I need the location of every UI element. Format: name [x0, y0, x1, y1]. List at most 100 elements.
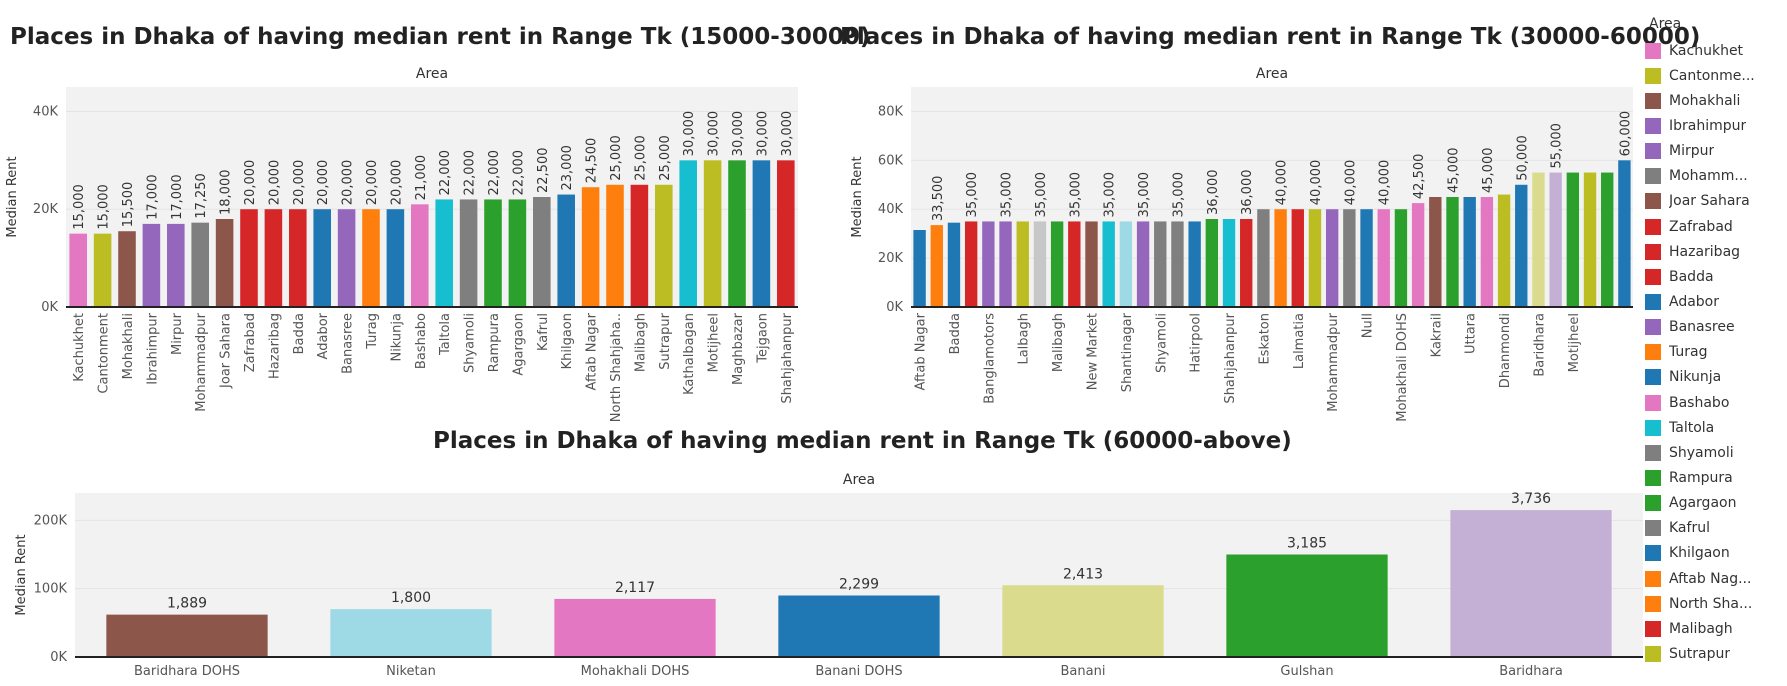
x-tick-label: Agargaon [511, 313, 526, 376]
bar [337, 209, 356, 307]
bar [964, 221, 978, 307]
bar [1102, 221, 1115, 307]
bar [1394, 209, 1408, 307]
legend-item[interactable]: Badda [1645, 264, 1787, 289]
bar [1411, 203, 1425, 307]
bar [1583, 172, 1597, 307]
data-label: 20,000 [365, 160, 380, 206]
legend-swatch [1645, 92, 1661, 109]
legend-label: Shyamoli [1669, 444, 1734, 461]
data-label: 30,000 [682, 111, 697, 157]
data-label: 25,000 [658, 135, 673, 181]
legend-item[interactable]: Bashabo [1645, 390, 1787, 415]
legend-item[interactable]: Mirpur [1645, 139, 1787, 164]
x-tick-label: Hazaribag [267, 313, 282, 379]
bar [752, 160, 771, 307]
legend-item[interactable]: Turag [1645, 340, 1787, 365]
legend-item[interactable]: Cantonme... [1645, 63, 1787, 88]
legend-item[interactable]: Taltola [1645, 415, 1787, 440]
x-tick-label: Null [1361, 313, 1376, 338]
x-tick-label: Nikunja [389, 313, 404, 362]
x-tick-label: Ibrahimpur [145, 312, 160, 384]
data-label: 60,000 [1618, 111, 1633, 157]
legend-label: Hazaribag [1669, 243, 1741, 260]
bar [508, 199, 527, 307]
legend-swatch [1645, 545, 1661, 562]
x-tick-label: Sutrapur [658, 312, 673, 369]
data-label: 33,500 [931, 176, 946, 222]
legend-item[interactable]: Shyamoli [1645, 440, 1787, 465]
legend-item[interactable]: Aftab Nag... [1645, 566, 1787, 591]
chart-2-title: Places in Dhaka of having median rent in… [840, 24, 1701, 50]
x-tick-label: Banasree [341, 313, 356, 374]
legend-label: Kachukhet [1669, 42, 1744, 59]
bar [142, 223, 161, 307]
x-tick-label: Bashabo [414, 313, 429, 369]
area-header: Area [1256, 66, 1288, 82]
legend-swatch [1645, 319, 1661, 336]
x-tick-label: Niketan [386, 664, 436, 679]
x-tick-label: Badda [292, 313, 307, 354]
bar [459, 199, 478, 307]
legend-item[interactable]: Khilgaon [1645, 541, 1787, 566]
data-label: 24,500 [585, 138, 600, 184]
bar [167, 223, 185, 307]
data-label: 2,117 [615, 580, 655, 596]
x-tick-label: Baridhara [1532, 313, 1547, 377]
bar [1429, 197, 1442, 307]
data-label: 22,500 [536, 148, 551, 194]
legend-label: Mirpur [1669, 143, 1715, 160]
legend-swatch [1645, 444, 1661, 461]
legend-label: Badda [1669, 268, 1714, 285]
x-tick-label: Eskaton [1257, 313, 1272, 365]
x-tick-label: Joar Sahara [219, 313, 234, 389]
legend-item[interactable]: Ibrahimpur [1645, 113, 1787, 138]
bar [484, 199, 502, 307]
bar [1068, 221, 1081, 307]
legend-item[interactable]: Adabor [1645, 289, 1787, 314]
x-tick-label: Kafrul [536, 313, 551, 351]
legend-item[interactable]: Kachukhet [1645, 38, 1787, 63]
y-tick-label: 40K [33, 104, 59, 119]
x-tick-label: Turag [365, 313, 380, 350]
legend-swatch [1645, 394, 1661, 411]
bar [606, 184, 624, 307]
bar [1050, 221, 1064, 307]
legend-item[interactable]: Rampura [1645, 465, 1787, 490]
bar [1450, 510, 1612, 657]
legend-item[interactable]: Agargaon [1645, 491, 1787, 516]
data-label: 45,000 [1481, 148, 1496, 194]
legend-item[interactable]: Zafrabad [1645, 214, 1787, 239]
x-tick-label: Kathalbagan [682, 313, 697, 395]
legend-item[interactable]: Hazaribag [1645, 239, 1787, 264]
legend-item[interactable]: Nikunja [1645, 365, 1787, 390]
data-label: 42,500 [1412, 154, 1427, 200]
legend-item[interactable]: Sutrapur [1645, 641, 1787, 666]
legend-label: North Sha... [1669, 595, 1753, 612]
chart-2-high-rent: Area Median Rent 0K 20K 40K 60K 80K Aftab Nagar… [850, 66, 1633, 422]
legend-item[interactable]: Banasree [1645, 315, 1787, 340]
legend-label: Turag [1669, 344, 1708, 361]
legend-label: Aftab Nag... [1669, 570, 1752, 587]
x-tick-label: Mohakhali DOHS [581, 664, 690, 679]
data-label: 20,000 [292, 160, 307, 206]
legend-item[interactable]: Joar Sahara [1645, 189, 1787, 214]
x-tick-label: Mohakhali [121, 313, 136, 379]
bar [947, 222, 961, 307]
data-label: 35,000 [1034, 172, 1049, 218]
legend-item[interactable]: North Sha... [1645, 591, 1787, 616]
x-tick-label: Kakrail [1429, 313, 1444, 357]
legend-item[interactable]: Mohamm... [1645, 164, 1787, 189]
legend-item[interactable]: Mohakhali [1645, 88, 1787, 113]
y-axis-label: Median Rent [5, 156, 20, 237]
x-tick-label: Uttara [1464, 313, 1479, 354]
x-tick-label: Shahjahanpur [1223, 312, 1238, 403]
legend-item[interactable]: Kafrul [1645, 516, 1787, 541]
x-tick-label: Shyamoli [463, 313, 478, 373]
bar [982, 221, 995, 307]
chart-3-title: Places in Dhaka of having median rent in… [433, 428, 1292, 454]
data-label: 20,000 [389, 160, 404, 206]
data-label: 20,000 [316, 160, 331, 206]
legend-item[interactable]: Malibagh [1645, 616, 1787, 641]
bar [411, 204, 429, 307]
